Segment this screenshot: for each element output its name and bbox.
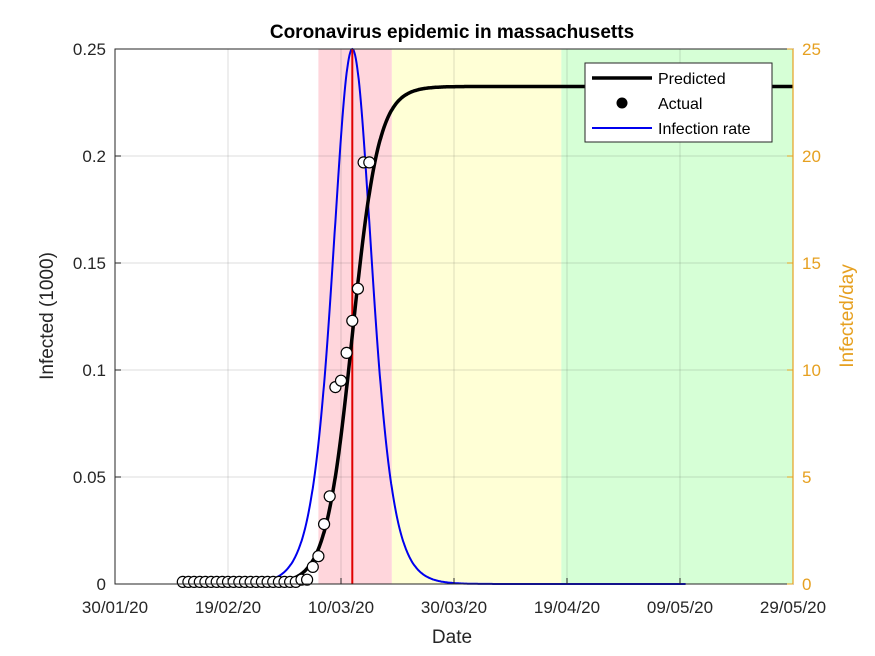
legend-predicted-label: Predicted <box>658 71 726 88</box>
y-left-tick-label: 0.25 <box>73 40 106 59</box>
legend-actual-label: Actual <box>658 96 702 113</box>
actual-point <box>323 490 336 503</box>
actual-point <box>312 550 325 563</box>
y-right-tick-label: 5 <box>802 468 811 487</box>
x-tick-label: 30/01/20 <box>82 598 148 617</box>
actual-point <box>318 517 331 531</box>
x-tick-label: 09/05/20 <box>647 598 713 617</box>
y-left-tick-label: 0.15 <box>73 254 106 273</box>
legend-infection-rate-label: Infection rate <box>658 121 751 138</box>
y-left-tick-label: 0.2 <box>82 147 106 166</box>
legend-actual-swatch <box>616 97 628 109</box>
actual-point <box>351 282 364 295</box>
y-left-tick-label: 0 <box>97 575 106 594</box>
actual-point <box>306 560 319 574</box>
phase-band-1 <box>391 49 562 584</box>
y-axis-right: 0 5 10 15 20 25 <box>787 40 821 594</box>
y-right-tick-label: 0 <box>802 575 811 594</box>
actual-point <box>340 346 353 359</box>
y-left-tick-label: 0.05 <box>73 468 106 487</box>
actual-point <box>363 156 376 169</box>
chart-title: Coronavirus epidemic in massachusetts <box>270 22 634 43</box>
x-tick-label: 19/02/20 <box>195 598 261 617</box>
legend: Predicted Actual Infection rate <box>584 62 773 143</box>
y-right-tick-label: 15 <box>802 254 821 273</box>
x-tick-label: 10/03/20 <box>308 598 374 617</box>
x-tick-label: 30/03/20 <box>421 598 487 617</box>
y-left-tick-label: 0.1 <box>82 361 106 380</box>
actual-points <box>176 156 376 589</box>
y-axis-right-title: Infected/day <box>837 264 858 368</box>
x-tick-label: 19/04/20 <box>534 598 600 617</box>
actual-point <box>301 573 314 586</box>
y-right-tick-label: 25 <box>802 40 821 59</box>
x-axis: 30/01/20 19/02/20 10/03/20 30/03/20 19/04/20… <box>82 578 826 617</box>
y-axis-left-title: Infected (1000) <box>37 252 58 380</box>
y-right-tick-label: 20 <box>802 147 821 166</box>
actual-point <box>334 374 348 387</box>
x-axis-title: Date <box>432 627 472 648</box>
actual-point <box>346 314 359 327</box>
y-right-tick-label: 10 <box>802 361 821 380</box>
x-tick-label: 29/05/20 <box>760 598 826 617</box>
y-axis-left: 0 0.05 0.1 0.15 0.2 0.25 <box>73 40 121 594</box>
